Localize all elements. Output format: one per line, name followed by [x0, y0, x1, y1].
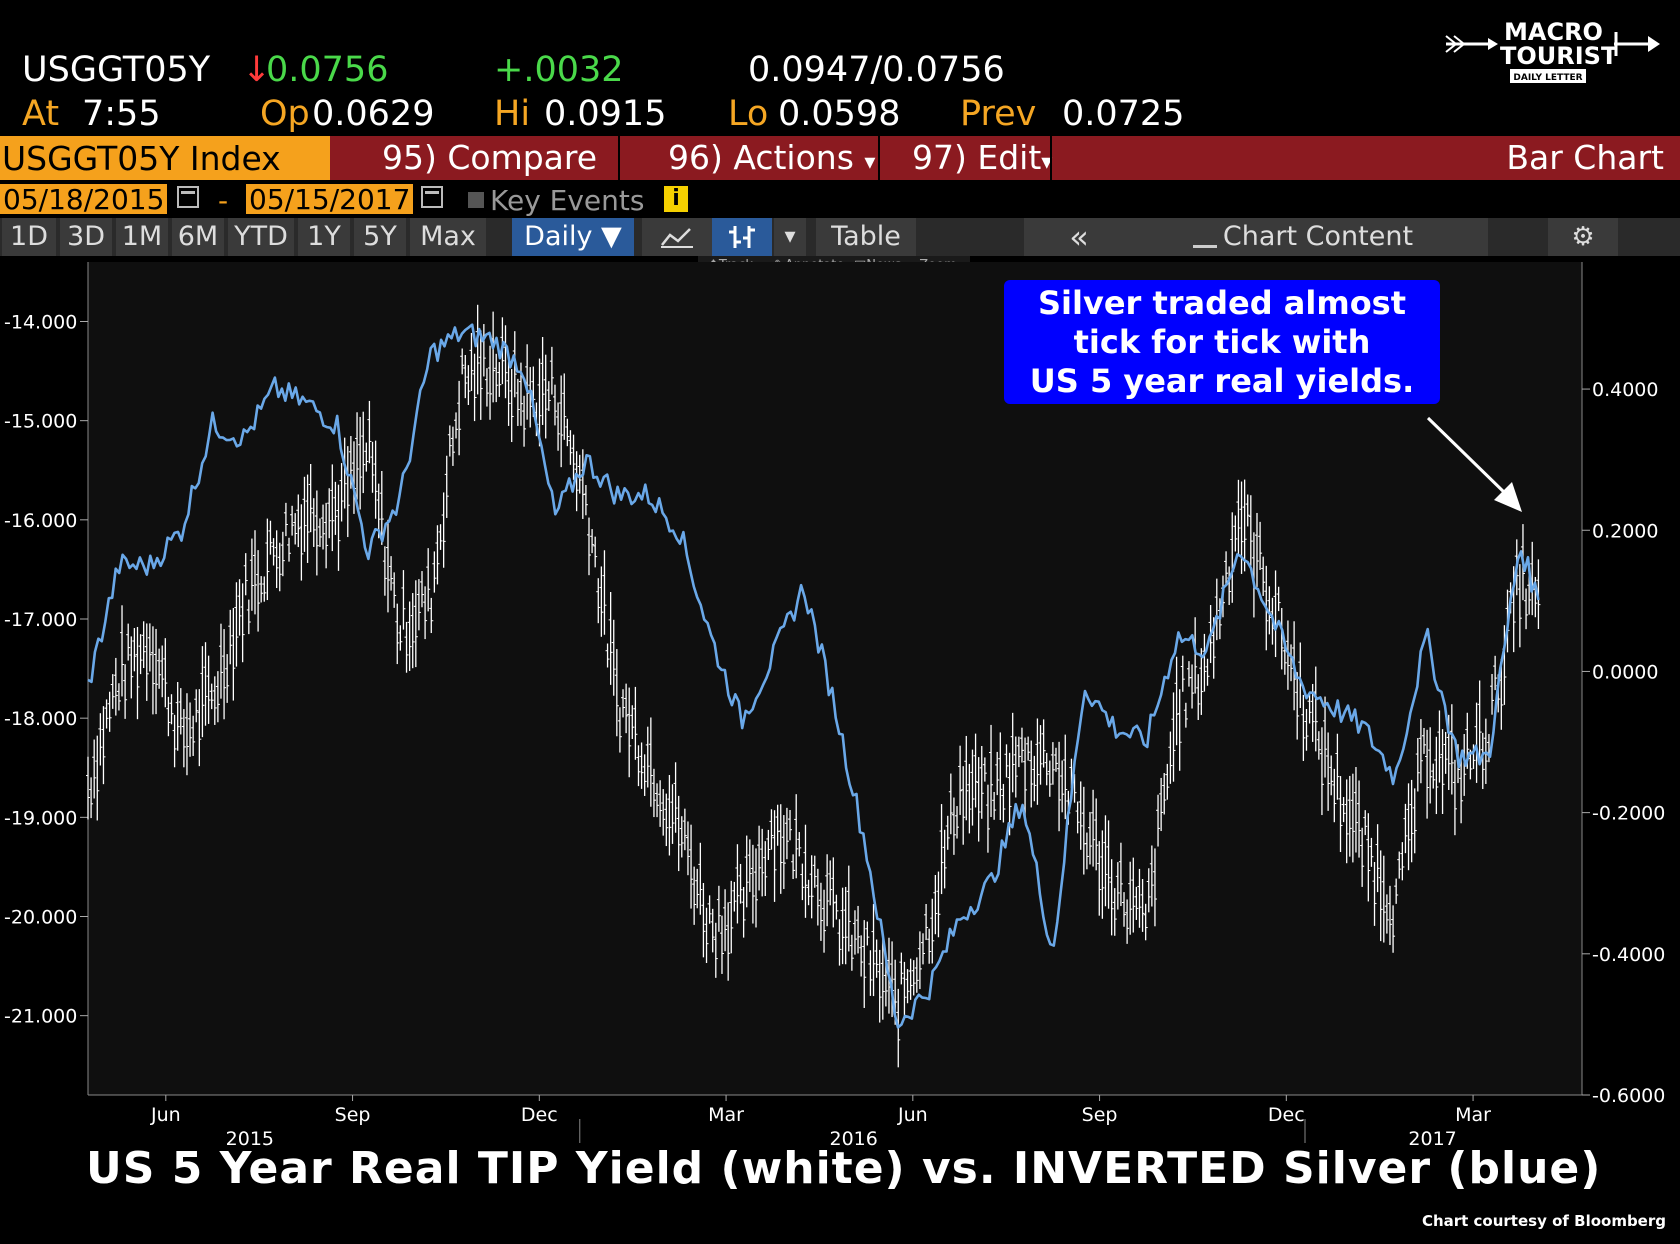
- bar-chart-button[interactable]: [712, 218, 772, 256]
- callout-line: tick for tick with: [1073, 323, 1371, 361]
- annotation-arrow-line: [1426, 416, 1510, 498]
- macro-tourist-logo: MACRO TOURIST DAILY LETTER: [1445, 18, 1660, 83]
- callout-line: Silver traded almost: [1037, 284, 1407, 322]
- quote-time: 7:55: [82, 94, 161, 134]
- x-tick-label: Dec: [1268, 1104, 1305, 1126]
- date-dash: -: [218, 184, 229, 217]
- x-tick-label: Sep: [335, 1104, 371, 1126]
- x-year-label: 2015: [226, 1128, 274, 1150]
- period-button-5y[interactable]: 5Y: [354, 218, 406, 256]
- annotation-callout: Silver traded almost tick for tick with …: [1004, 280, 1440, 404]
- chart-caption: US 5 Year Real TIP Yield (white) vs. INV…: [86, 1143, 1602, 1194]
- end-date-field[interactable]: 05/15/2017: [246, 184, 414, 215]
- right-tick-label: 0.0000: [1592, 661, 1658, 683]
- period-button-3d[interactable]: 3D: [60, 218, 112, 256]
- at-label: At: [22, 94, 60, 134]
- right-tick-label: 0.2000: [1592, 520, 1658, 542]
- security-field[interactable]: USGGT05Y Index: [0, 136, 330, 180]
- net-change: +.0032: [494, 50, 624, 90]
- start-date-field[interactable]: 05/18/2015: [0, 184, 168, 215]
- annotation-arrow-head: [1494, 482, 1522, 512]
- svg-text:TOURIST: TOURIST: [1500, 42, 1618, 70]
- prev-value: 0.0725: [1062, 94, 1185, 134]
- left-tick-label: -20.000: [4, 907, 77, 929]
- settings-button[interactable]: ⚙: [1548, 218, 1618, 256]
- left-tick-label: -19.000: [4, 807, 77, 829]
- frequency-dropdown[interactable]: Daily ▼: [512, 218, 634, 256]
- left-tick-label: -15.000: [4, 411, 77, 433]
- collapse-button[interactable]: «: [1024, 218, 1134, 256]
- caret-down-icon: ▾: [864, 150, 876, 175]
- period-button-ytd[interactable]: YTD: [228, 218, 294, 256]
- period-button-max[interactable]: Max: [410, 218, 486, 256]
- left-tick-label: -14.000: [4, 312, 77, 334]
- separator: [1050, 136, 1052, 180]
- chart-content-icon: [1192, 227, 1217, 248]
- compare-button[interactable]: 95) Compare: [382, 138, 598, 177]
- inverted-silver-line: [87, 323, 1540, 1029]
- x-tick-label: Mar: [708, 1104, 744, 1126]
- caret-down-icon: ▾: [1041, 150, 1053, 175]
- actions-label: 96) Actions: [668, 138, 854, 177]
- key-events-label: Key Events: [490, 184, 645, 217]
- chart-type-label: Bar Chart: [1506, 138, 1664, 177]
- x-tick-label: Jun: [897, 1104, 928, 1126]
- info-icon[interactable]: i: [664, 186, 688, 212]
- chart-content-button[interactable]: Chart Content: [1118, 218, 1488, 256]
- chart-credit: Chart courtesy of Bloomberg: [1421, 1212, 1666, 1230]
- edit-button[interactable]: 97) Edit▾: [912, 136, 1052, 180]
- prev-label: Prev: [960, 94, 1037, 134]
- high-value: 0.0915: [544, 94, 667, 134]
- period-button-1m[interactable]: 1M: [116, 218, 168, 256]
- period-button-1y[interactable]: 1Y: [298, 218, 350, 256]
- right-tick-label: -0.4000: [1592, 944, 1665, 966]
- x-tick-label: Sep: [1082, 1104, 1118, 1126]
- x-tick-label: Mar: [1455, 1104, 1491, 1126]
- chart-content-label: Chart Content: [1222, 221, 1414, 252]
- left-tick-label: -17.000: [4, 609, 77, 631]
- left-tick-label: -21.000: [4, 1006, 77, 1028]
- callout-line: US 5 year real yields.: [1029, 362, 1415, 400]
- separator: [618, 136, 620, 180]
- key-events-checkbox[interactable]: [468, 192, 484, 208]
- down-arrow-icon: ↓: [242, 50, 272, 90]
- low-value: 0.0598: [778, 94, 901, 134]
- table-button[interactable]: Table: [816, 218, 916, 256]
- ticker-symbol: USGGT05Y: [22, 50, 211, 90]
- calendar-icon[interactable]: [177, 186, 199, 208]
- left-tick-label: -18.000: [4, 708, 77, 730]
- chart-style-dropdown[interactable]: ▾: [774, 218, 806, 256]
- open-value: 0.0629: [312, 94, 435, 134]
- calendar-icon[interactable]: [421, 186, 443, 208]
- edit-label: 97) Edit: [912, 138, 1042, 177]
- line-chart-icon: [661, 228, 693, 248]
- line-chart-button[interactable]: [642, 218, 712, 256]
- right-tick-label: -0.2000: [1592, 803, 1665, 825]
- gear-icon: ⚙: [1571, 222, 1595, 252]
- x-tick-label: Dec: [521, 1104, 558, 1126]
- left-tick-label: -16.000: [4, 510, 77, 532]
- svg-text:MACRO: MACRO: [1504, 18, 1603, 46]
- x-tick-label: Jun: [150, 1104, 181, 1126]
- x-year-label: 2016: [829, 1128, 877, 1150]
- bid-ask: 0.0947/0.0756: [748, 50, 1005, 90]
- low-label: Lo: [728, 94, 769, 134]
- ohlc-bars-icon: [729, 226, 755, 248]
- svg-text:DAILY LETTER: DAILY LETTER: [1513, 73, 1582, 83]
- x-year-label: 2017: [1408, 1128, 1456, 1150]
- period-button-6m[interactable]: 6M: [172, 218, 224, 256]
- high-label: Hi: [494, 94, 531, 134]
- period-button-1d[interactable]: 1D: [2, 218, 56, 256]
- right-tick-label: -0.6000: [1592, 1085, 1665, 1107]
- right-tick-label: 0.4000: [1592, 379, 1658, 401]
- open-label: Op: [260, 94, 310, 134]
- last-price: 0.0756: [266, 50, 389, 90]
- separator: [878, 136, 880, 180]
- actions-button[interactable]: 96) Actions ▾: [668, 136, 875, 180]
